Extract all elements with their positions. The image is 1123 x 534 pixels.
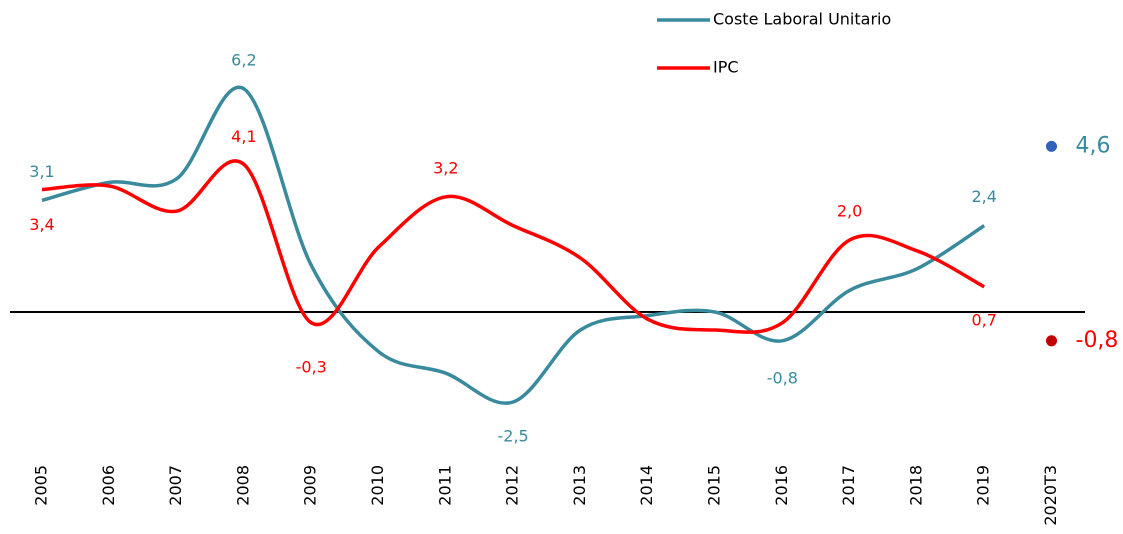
data-label: 4,1 <box>231 127 256 146</box>
point <box>1045 334 1058 348</box>
x-tick-label: 2011 <box>435 465 454 506</box>
x-tick-label: 2009 <box>301 465 320 506</box>
x-tick-label: 2016 <box>772 465 791 506</box>
data-label: -0,8 <box>767 368 798 387</box>
data-label: 2,0 <box>837 202 862 221</box>
x-tick-label: 2012 <box>503 465 522 506</box>
x-tick-label: 2019 <box>974 465 993 506</box>
x-tick-label: 2020T3 <box>1041 465 1060 526</box>
x-tick-label: 2017 <box>839 465 858 506</box>
x-tick-label: 2008 <box>233 465 252 506</box>
data-label: 6,2 <box>231 50 256 69</box>
x-tick-label: 2014 <box>637 465 656 506</box>
data-label: -0,8 <box>1076 328 1119 353</box>
x-tick-label: 2005 <box>32 465 51 506</box>
data-label: 4,6 <box>1076 133 1111 158</box>
data-label: 0,7 <box>971 310 996 329</box>
point <box>1045 139 1058 153</box>
data-label: 2,4 <box>971 187 996 206</box>
x-tick-label: 2015 <box>705 465 724 506</box>
x-tick-label: 2018 <box>906 465 925 506</box>
data-label: 3,4 <box>29 215 54 234</box>
line <box>41 85 986 405</box>
data-label: 3,2 <box>433 158 458 177</box>
data-label: -0,3 <box>296 357 327 376</box>
line <box>41 159 986 334</box>
legend-label: IPC <box>713 58 739 77</box>
x-tick-label: 2010 <box>368 465 387 506</box>
x-tick-label: 2013 <box>570 465 589 506</box>
x-tick-label: 2007 <box>166 465 185 506</box>
data-label: -2,5 <box>497 427 528 446</box>
x-tick-label: 2006 <box>99 465 118 506</box>
legend-label: Coste Laboral Unitario <box>713 10 891 29</box>
data-label: 3,1 <box>29 162 54 181</box>
